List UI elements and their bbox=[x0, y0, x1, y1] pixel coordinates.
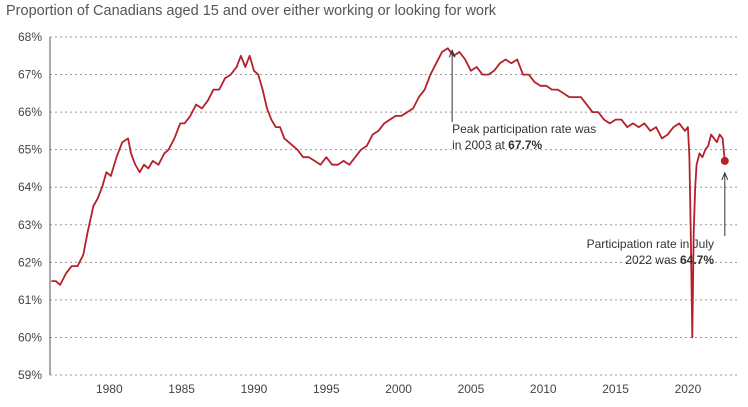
latest-arrow-head bbox=[721, 171, 729, 181]
x-tick-label: 2020 bbox=[675, 382, 702, 396]
y-tick-label: 61% bbox=[18, 293, 42, 307]
y-tick-label: 64% bbox=[18, 180, 42, 194]
y-axis-tick-labels: 68% 67% 66% 65% 64% 63% 62% 61% 60% 59% bbox=[18, 30, 42, 382]
y-tick-label: 68% bbox=[18, 30, 42, 44]
latest-value-marker bbox=[720, 156, 729, 165]
y-tick-label: 67% bbox=[18, 68, 42, 82]
y-tick-label: 59% bbox=[18, 368, 42, 382]
y-tick-label: 63% bbox=[18, 218, 42, 232]
x-tick-label: 2010 bbox=[530, 382, 557, 396]
latest-annotation-line2: 2022 was 64.7% bbox=[625, 253, 714, 267]
x-tick-label: 1990 bbox=[241, 382, 268, 396]
series-layer bbox=[51, 47, 726, 339]
y-tick-label: 65% bbox=[18, 143, 42, 157]
peak-arrow-head bbox=[448, 48, 456, 58]
y-tick-label: 62% bbox=[18, 255, 42, 269]
x-tick-label: 2015 bbox=[602, 382, 629, 396]
latest-annotation-value: 64.7% bbox=[680, 253, 714, 267]
x-tick-label: 1985 bbox=[168, 382, 195, 396]
x-tick-label: 1995 bbox=[313, 382, 340, 396]
gridlines bbox=[49, 36, 740, 376]
y-tick-label: 60% bbox=[18, 330, 42, 344]
peak-annotation-line1: Peak participation rate was bbox=[452, 122, 596, 136]
chart-title: Proportion of Canadians aged 15 and over… bbox=[6, 3, 497, 19]
latest-annotation-line1: Participation rate in July bbox=[587, 237, 714, 251]
peak-annotation-value: 67.7% bbox=[508, 138, 542, 152]
annotations: Peak participation rate was in 2003 at 67… bbox=[448, 48, 729, 267]
x-tick-label: 2000 bbox=[385, 382, 412, 396]
x-axis-tick-labels: 1980 1985 1990 1995 2000 2005 2010 2015 2020 bbox=[96, 382, 702, 396]
series-line bbox=[51, 47, 726, 339]
x-tick-label: 2005 bbox=[458, 382, 485, 396]
peak-annotation-line2: in 2003 at 67.7% bbox=[452, 138, 542, 152]
y-tick-label: 66% bbox=[18, 105, 42, 119]
x-tick-label: 1980 bbox=[96, 382, 123, 396]
